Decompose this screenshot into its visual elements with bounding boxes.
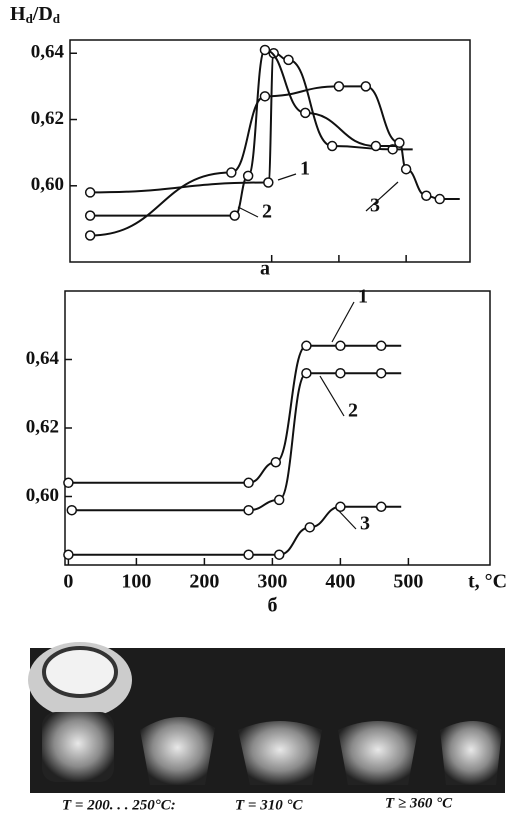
series-name: 1	[300, 158, 310, 180]
series-line	[71, 372, 402, 512]
y-tick-label: 0,62	[31, 108, 64, 129]
data-point	[301, 340, 312, 352]
data-point	[333, 81, 345, 92]
data-point	[243, 549, 254, 560]
y-axis-label-part: /D	[32, 3, 53, 25]
data-point	[243, 477, 254, 489]
data-point	[273, 494, 285, 506]
plot-frame	[64, 290, 491, 566]
data-point	[360, 81, 372, 92]
y-axis-label-part: d	[53, 11, 61, 26]
data-point	[84, 187, 96, 198]
chart: 0,60 0,62 0,64 0 100 200 300 400 500 t, °C б 1 2 3	[26, 286, 507, 617]
data-point	[421, 190, 432, 201]
series-name: 2	[348, 400, 358, 422]
plot-frame	[69, 39, 471, 263]
data-point	[335, 367, 346, 379]
chart-label: б	[268, 595, 278, 617]
data-point	[84, 230, 96, 241]
series-line	[90, 85, 460, 237]
data-point	[229, 210, 240, 221]
x-tick-label: 400	[325, 571, 355, 593]
data-point	[243, 504, 254, 516]
data-point	[268, 48, 279, 59]
data-point	[226, 167, 237, 178]
series-leader	[277, 173, 297, 181]
series-line	[90, 48, 396, 217]
series-leader	[337, 509, 357, 530]
y-axis-label: Hd/Dd	[10, 3, 61, 26]
data-point	[242, 170, 254, 182]
data-point	[259, 91, 271, 102]
x-tick-label: 200	[189, 571, 219, 593]
x-axis-label: t, °C	[468, 571, 507, 593]
data-point	[270, 457, 282, 468]
series-name: 1	[358, 286, 368, 308]
data-point	[335, 340, 346, 352]
y-axis-label-part: d	[26, 11, 34, 26]
data-point	[326, 140, 338, 152]
y-tick-label: 0,64	[31, 42, 65, 63]
data-point	[66, 504, 78, 516]
data-point	[375, 340, 387, 352]
data-point	[434, 193, 445, 205]
data-point	[394, 137, 405, 148]
data-point	[304, 522, 316, 533]
x-tick-label: 0	[63, 571, 73, 593]
photo-caption: T ≥ 360 °C	[385, 795, 453, 811]
series-leader	[331, 301, 355, 343]
series-leader	[365, 181, 399, 212]
x-tick-label: 100	[121, 571, 151, 593]
data-point	[84, 210, 96, 221]
data-point	[375, 367, 387, 379]
data-point	[400, 163, 412, 175]
y-tick-label: 0,62	[26, 416, 59, 437]
y-tick-label: 0,60	[26, 485, 59, 506]
series-leader	[319, 375, 345, 417]
data-point	[387, 144, 398, 155]
photo: T = 200. . . 250°C: T = 310 °C T ≥ 360 °…	[28, 642, 505, 813]
data-point	[375, 501, 387, 513]
y-tick-label: 0,60	[31, 174, 64, 195]
x-tick-label: 300	[257, 571, 287, 593]
data-point	[273, 549, 285, 560]
data-point	[301, 367, 312, 379]
series-name: 2	[262, 201, 272, 223]
series-line	[68, 505, 402, 556]
data-point	[370, 140, 382, 152]
series-name: 3	[360, 513, 370, 535]
chart-label: а	[260, 258, 270, 280]
y-tick-label: 0,64	[26, 348, 60, 369]
data-point	[259, 44, 271, 56]
photo-caption: T = 200. . . 250°C:	[62, 797, 176, 813]
data-point	[300, 107, 311, 119]
photo-caption: T = 310 °C	[235, 797, 303, 813]
data-point	[283, 54, 294, 66]
data-point	[335, 501, 346, 513]
y-axis-label-part: H	[10, 3, 26, 25]
data-point	[263, 177, 274, 188]
series-name: 3	[370, 195, 380, 217]
x-tick-label: 500	[393, 571, 423, 593]
data-point	[63, 477, 74, 489]
series-leader	[237, 206, 259, 218]
data-point	[63, 549, 74, 560]
